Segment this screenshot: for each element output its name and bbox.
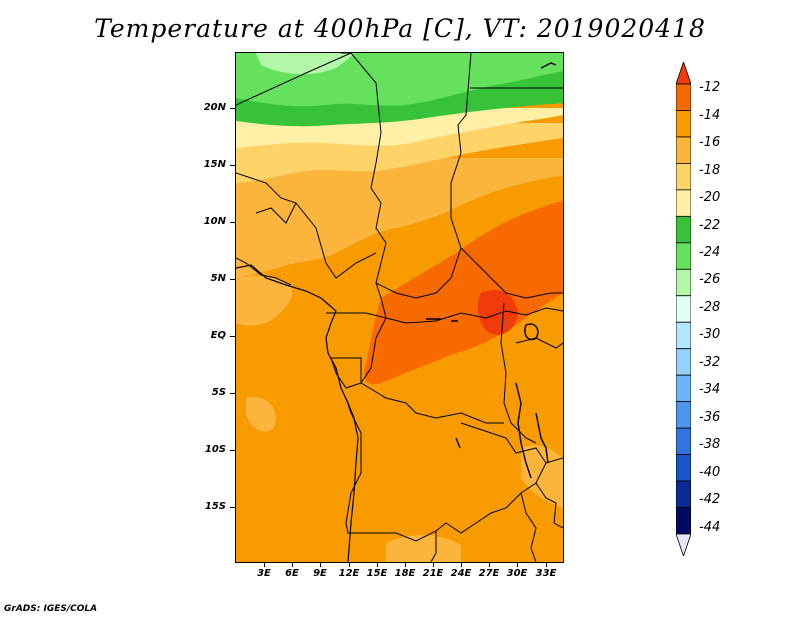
cb-label: -18 <box>699 163 721 178</box>
lon-label-18e: 18E <box>394 568 416 579</box>
color-bar-cell <box>676 295 691 323</box>
lon-tick <box>264 562 265 567</box>
lat-tick <box>230 108 236 109</box>
patch-minus12-core <box>477 289 518 335</box>
temperature-map <box>236 53 563 562</box>
cb-label: -34 <box>699 382 721 397</box>
lat-label-5n: 5N <box>210 273 226 284</box>
lon-tick <box>489 562 490 567</box>
cb-label: -14 <box>699 108 721 123</box>
map-canvas <box>236 53 563 562</box>
lon-tick <box>349 562 350 567</box>
cb-label: -24 <box>699 245 721 260</box>
color-bar-cell <box>676 507 691 535</box>
color-bar-cell <box>676 268 691 297</box>
lat-label-10n: 10N <box>203 216 226 227</box>
color-bar-cell <box>676 110 691 138</box>
map-frame <box>235 52 564 563</box>
cb-label: -42 <box>699 492 721 507</box>
lon-tick <box>546 562 547 567</box>
color-bar-cell <box>676 374 691 403</box>
lon-tick <box>405 562 406 567</box>
cb-label: -44 <box>699 520 721 535</box>
lat-label-eq: EQ <box>210 330 226 341</box>
band-minus16-west <box>236 275 293 326</box>
cb-label: -22 <box>699 218 721 233</box>
grads-credit: GrADS: IGES/COLA <box>4 604 98 614</box>
lakes <box>426 62 557 479</box>
cb-label: -20 <box>699 190 721 205</box>
color-bar-cell <box>676 454 691 482</box>
cb-label: -30 <box>699 327 721 342</box>
plot-title: Temperature at 400hPa [C], VT: 201902041… <box>94 14 706 43</box>
lat-tick <box>230 336 236 337</box>
cb-label: -40 <box>699 465 721 480</box>
cb-label: -32 <box>699 355 721 370</box>
coastline <box>236 264 359 562</box>
color-bar-cell <box>676 401 691 429</box>
color-bar-cell <box>676 163 691 191</box>
country-borders <box>236 53 563 562</box>
lon-tick <box>292 562 293 567</box>
lon-label-6e: 6E <box>285 568 299 579</box>
lon-tick <box>517 562 518 567</box>
lon-label-9e: 9E <box>313 568 327 579</box>
lat-tick <box>230 393 236 394</box>
color-bar-cells <box>676 62 691 556</box>
lon-label-33e: 33E <box>535 568 557 579</box>
lon-label-30e: 30E <box>506 568 528 579</box>
patch-minus16-s <box>386 534 461 562</box>
band-minus12 <box>364 201 563 385</box>
color-bar-cell <box>676 480 691 508</box>
color-bar-cell <box>676 83 691 111</box>
lon-tick <box>433 562 434 567</box>
cb-label: -26 <box>699 272 721 287</box>
lon-label-15e: 15E <box>366 568 388 579</box>
color-bar-cell <box>676 321 691 350</box>
color-bar-cell <box>676 348 691 376</box>
color-bar-cell <box>676 215 691 244</box>
lon-tick <box>461 562 462 567</box>
lat-label-15s: 15S <box>204 501 226 512</box>
color-bar-cell <box>676 242 691 270</box>
color-bar-cell <box>676 533 691 556</box>
color-bar-cell <box>676 427 691 455</box>
band-minus28 <box>256 53 354 75</box>
color-bar <box>676 62 691 556</box>
lon-label-24e: 24E <box>450 568 472 579</box>
lon-label-21e: 21E <box>422 568 444 579</box>
cb-label: -12 <box>699 80 721 95</box>
lat-label-20n: 20N <box>203 102 226 113</box>
lat-label-15n: 15N <box>203 159 226 170</box>
band-minus16-north <box>236 158 563 278</box>
lat-tick <box>230 450 236 451</box>
patch-minus16-sw <box>246 397 276 432</box>
color-bar-cell <box>676 189 691 217</box>
lat-label-10s: 10S <box>204 444 226 455</box>
color-bar-cell <box>676 136 691 164</box>
lat-tick <box>230 165 236 166</box>
color-bar-cell <box>676 62 691 85</box>
cb-label: -36 <box>699 410 721 425</box>
lon-label-3e: 3E <box>257 568 271 579</box>
lon-tick <box>377 562 378 567</box>
lat-tick <box>230 222 236 223</box>
lon-tick <box>320 562 321 567</box>
lat-label-5s: 5S <box>211 387 226 398</box>
cb-label: -16 <box>699 135 721 150</box>
lat-tick <box>230 279 236 280</box>
lon-label-12e: 12E <box>338 568 360 579</box>
lon-label-27e: 27E <box>478 568 500 579</box>
cb-label: -28 <box>699 300 721 315</box>
cb-label: -38 <box>699 437 721 452</box>
lat-tick <box>230 507 236 508</box>
